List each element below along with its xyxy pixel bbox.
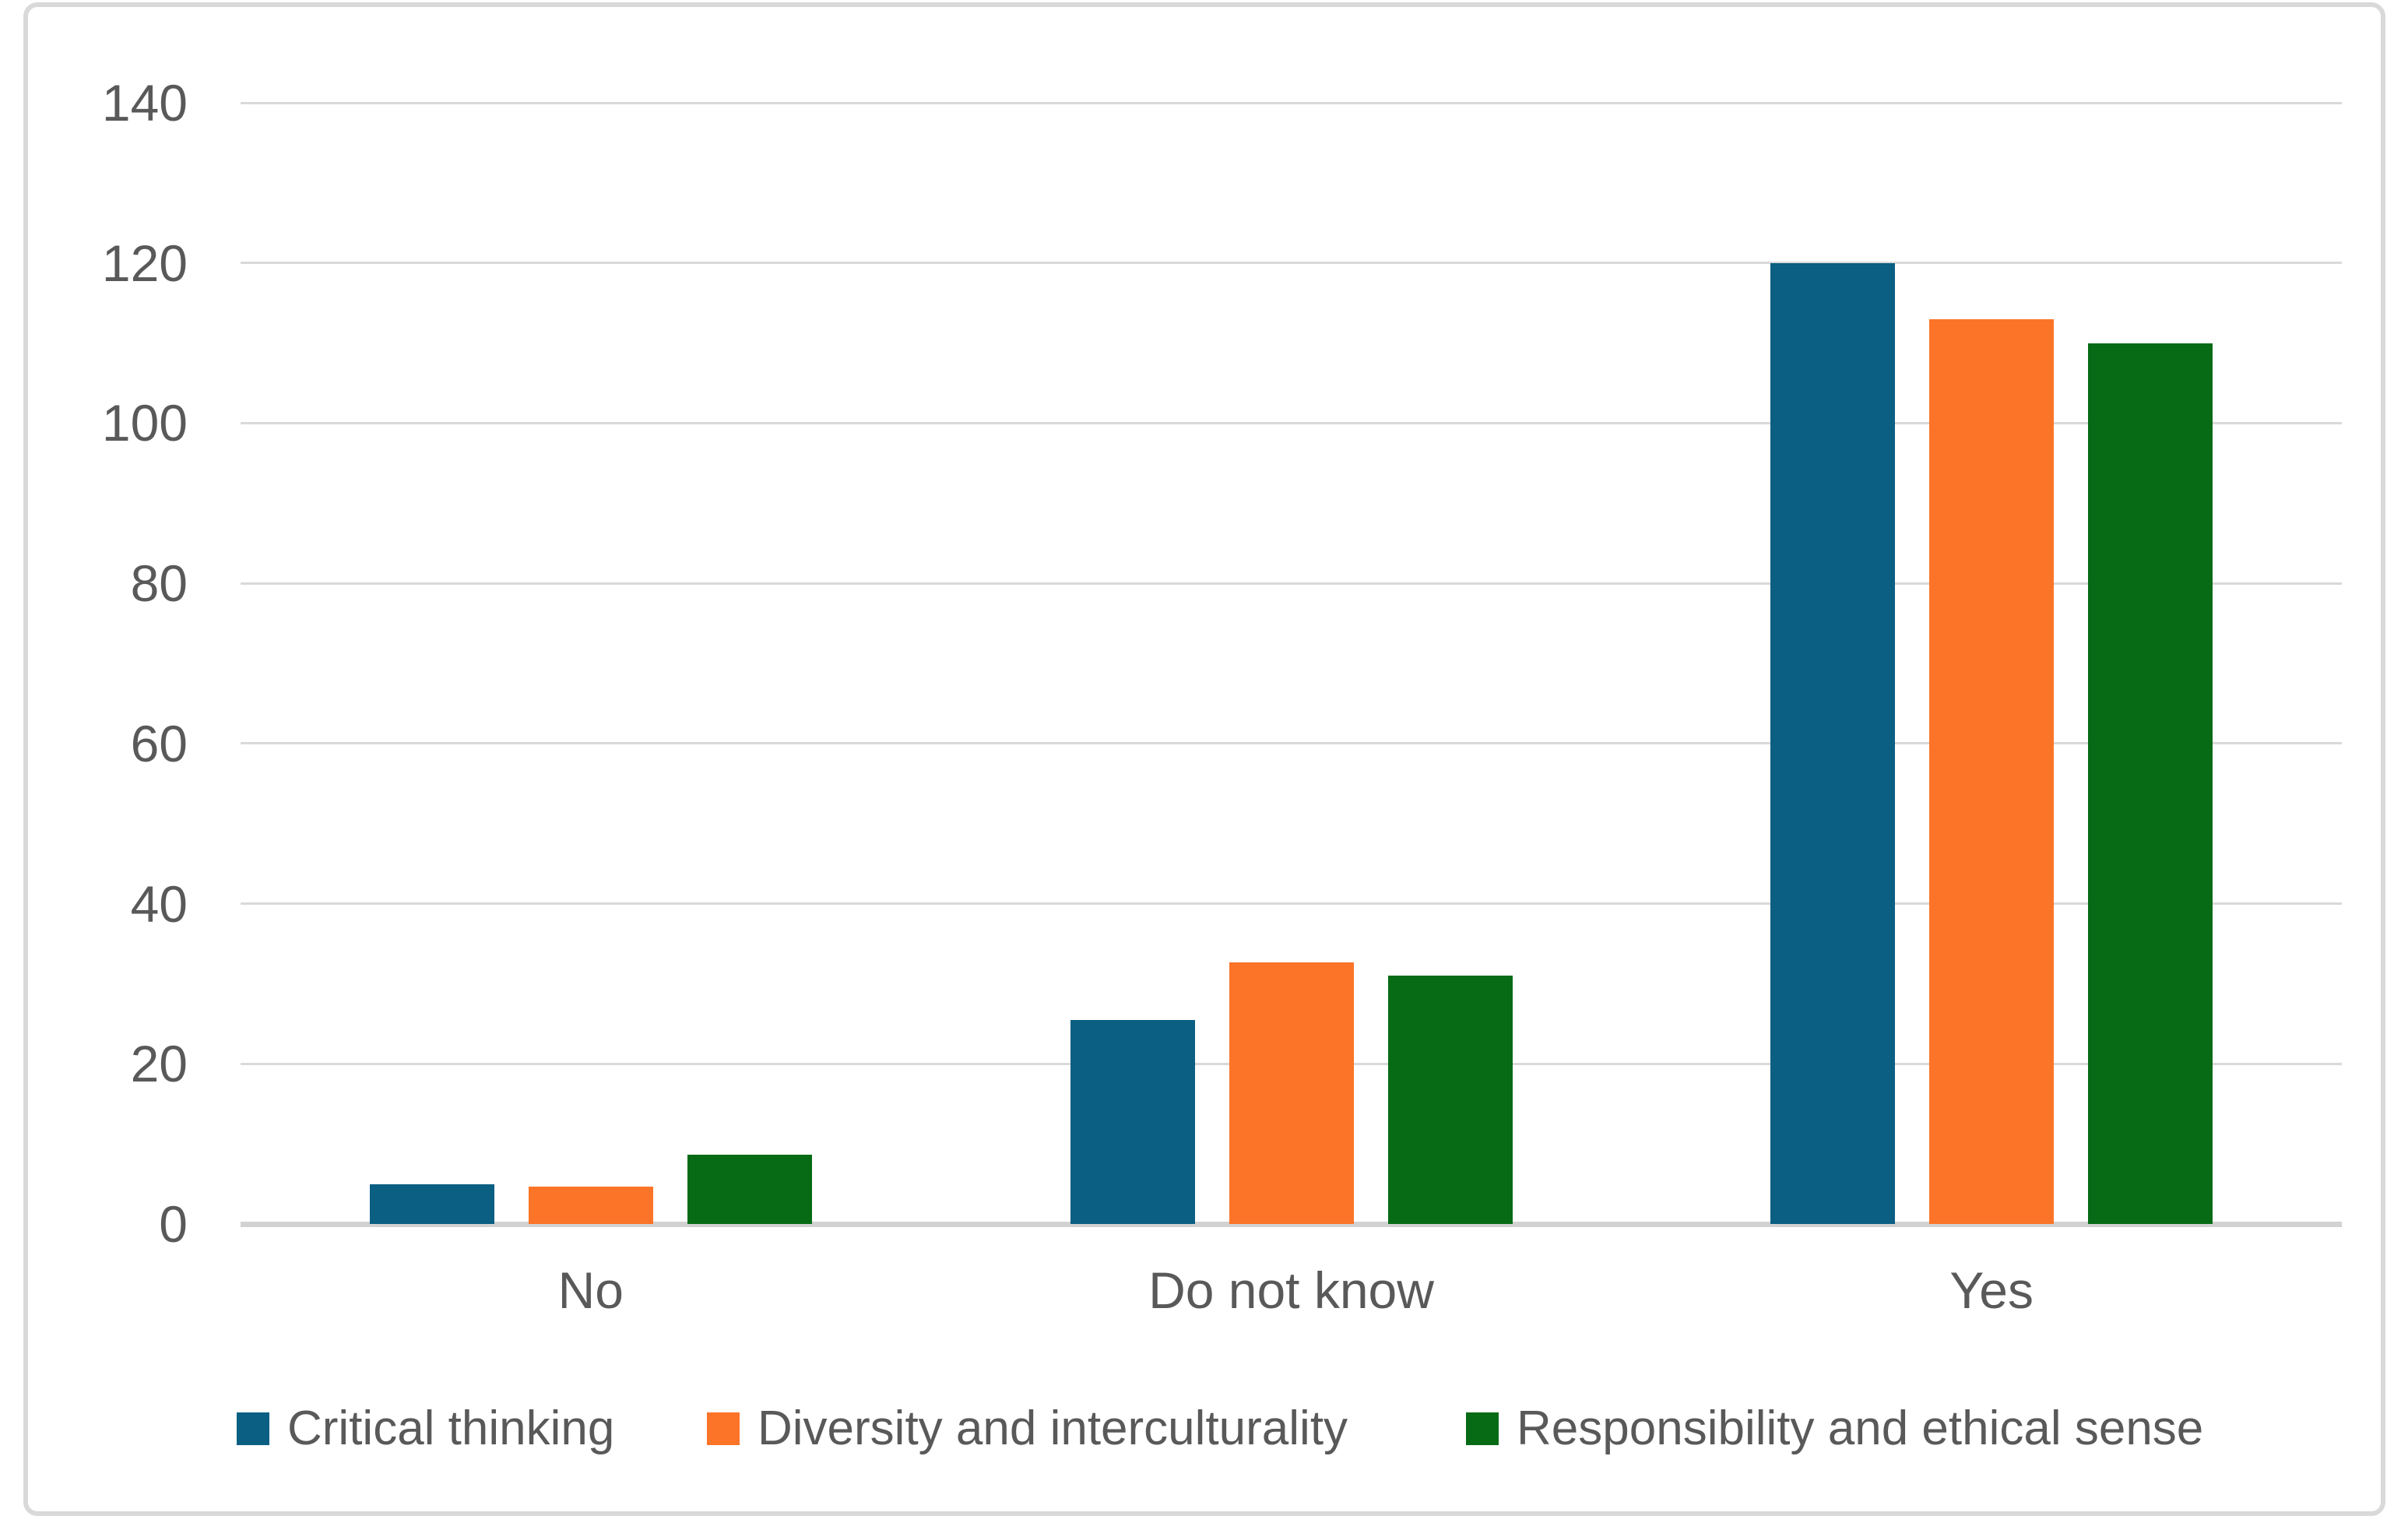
bar-responsibility-and-ethical-sense-yes	[2088, 343, 2213, 1224]
y-axis-tick-label: 140	[101, 74, 188, 132]
legend-label: Responsibility and ethical sense	[1517, 1402, 2204, 1455]
plot-area	[241, 101, 2342, 1227]
y-axis-tick-label: 80	[130, 554, 188, 613]
y-axis-tick-label: 100	[101, 394, 188, 452]
legend-label: Critical thinking	[287, 1402, 615, 1455]
x-axis-category-label: No	[557, 1261, 624, 1319]
gridline	[241, 101, 2342, 104]
bar-diversity-and-interculturality-do-not-know	[1229, 962, 1354, 1224]
bar-critical-thinking-do-not-know	[1070, 1019, 1195, 1224]
y-axis-tick-label: 60	[130, 714, 188, 772]
bar-responsibility-and-ethical-sense-no	[687, 1154, 812, 1224]
gridline	[241, 742, 2342, 745]
y-axis-tick-label: 0	[159, 1195, 188, 1253]
gridline	[241, 582, 2342, 585]
y-axis-tick-label: 120	[101, 234, 188, 292]
legend-item-critical-thinking: Critical thinking	[237, 1399, 614, 1458]
y-axis-tick-label: 20	[130, 1035, 188, 1093]
x-axis-category-label: Do not know	[1148, 1261, 1434, 1319]
legend: Critical thinking Diversity and intercul…	[28, 1399, 2381, 1458]
gridline	[241, 262, 2342, 265]
bar-critical-thinking-no	[369, 1184, 494, 1224]
bar-critical-thinking-yes	[1770, 262, 1896, 1224]
x-axis-category-label: Yes	[1949, 1261, 2034, 1319]
legend-item-responsibility-ethical-sense: Responsibility and ethical sense	[1466, 1399, 2203, 1458]
gridline	[241, 421, 2342, 424]
gridline	[241, 902, 2342, 906]
legend-marker-responsibility-ethical-sense-icon	[1466, 1412, 1499, 1445]
bar-responsibility-and-ethical-sense-do-not-know	[1387, 976, 1513, 1224]
bar-diversity-and-interculturality-no	[528, 1186, 653, 1224]
bar-diversity-and-interculturality-yes	[1929, 318, 2055, 1224]
legend-label: Diversity and interculturality	[758, 1402, 1348, 1455]
legend-marker-diversity-interculturality-icon	[707, 1412, 740, 1445]
x-axis-line	[241, 1222, 2342, 1227]
legend-marker-critical-thinking-icon	[237, 1412, 269, 1445]
legend-item-diversity-interculturality: Diversity and interculturality	[707, 1399, 1348, 1458]
chart-frame: 140 120 100 80 60 40 20 0 No Do not know Yes Crit…	[23, 2, 2385, 1516]
y-axis-tick-label: 40	[130, 874, 188, 933]
